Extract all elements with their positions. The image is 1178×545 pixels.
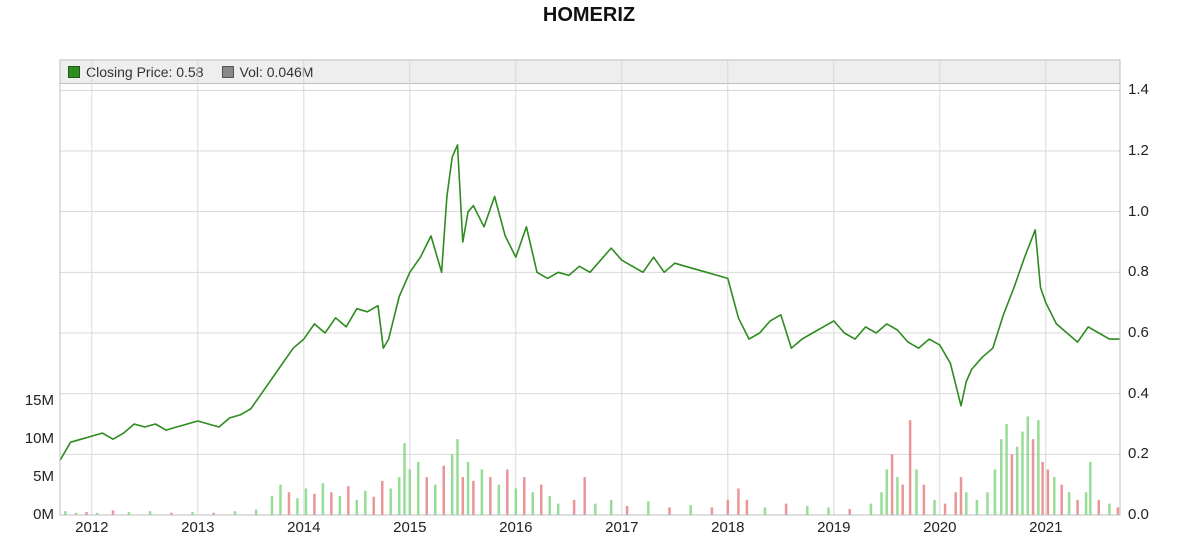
tick-label: 2017 (605, 519, 638, 536)
tick-label: 10M (25, 430, 54, 447)
tick-label: 15M (25, 392, 54, 409)
tick-label: 2015 (393, 519, 426, 536)
tick-label: 1.2 (1128, 142, 1149, 159)
tick-label: 2012 (75, 519, 108, 536)
tick-label: 1.0 (1128, 203, 1149, 220)
tick-label: 2020 (923, 519, 956, 536)
tick-label: 0.4 (1128, 385, 1149, 402)
tick-label: 0M (33, 506, 54, 523)
tick-label: 0.8 (1128, 263, 1149, 280)
tick-label: 0.2 (1128, 445, 1149, 462)
tick-label: 2014 (287, 519, 320, 536)
stock-chart: HOMERIZ Closing Price: 0.58 Vol: 0.046M … (0, 0, 1178, 545)
tick-label: 0.6 (1128, 324, 1149, 341)
tick-label: 2013 (181, 519, 214, 536)
tick-label: 2016 (499, 519, 532, 536)
tick-label: 2021 (1029, 519, 1062, 536)
chart-canvas (0, 0, 1178, 545)
tick-label: 2019 (817, 519, 850, 536)
tick-label: 1.4 (1128, 81, 1149, 98)
tick-label: 2018 (711, 519, 744, 536)
tick-label: 0.0 (1128, 506, 1149, 523)
tick-label: 5M (33, 468, 54, 485)
